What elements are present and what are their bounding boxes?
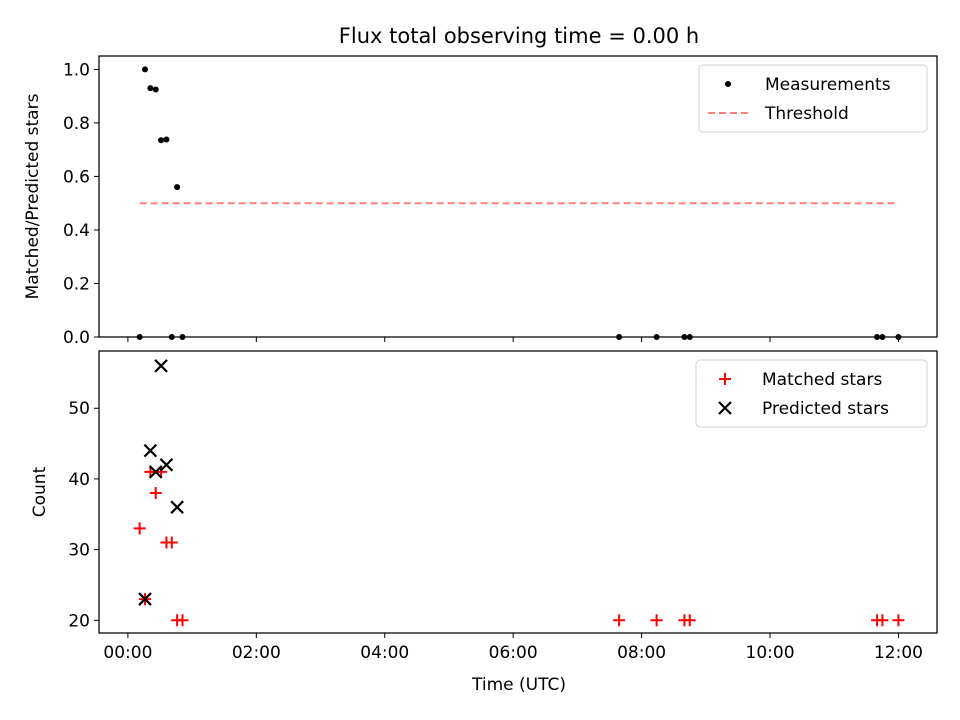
matched-star-marker [876,614,889,627]
x-axis-label: Time (UTC) [471,675,566,695]
y-tick-label: 30 [68,541,90,561]
legend-predicted-swatch [718,401,732,415]
y-tick-label: 1.0 [63,60,90,80]
y-tick-label: 0.4 [63,221,90,241]
x-tick-label: 10:00 [746,643,795,663]
x-tick-label: 08:00 [617,643,666,663]
matched-star-marker [613,614,626,627]
measurement-point [158,137,165,144]
y-tick-label: 50 [68,399,90,419]
x-tick-label: 04:00 [360,643,409,663]
matched-star-marker [165,536,178,549]
x-tick-label: 02:00 [232,643,281,663]
measurement-point [152,86,159,93]
y-axis-label: Matched/Predicted stars [23,93,43,299]
y-tick-label: 20 [68,611,90,631]
legend-box [698,64,928,133]
matched-star-marker [683,614,696,627]
axes-frame [98,55,938,338]
chart-title: Flux total observing time = 0.00 h [339,24,699,48]
matched-star-marker [650,614,663,627]
legend-box [695,359,928,428]
matched-star-marker [176,614,189,627]
y-axis-label: Count [30,466,50,517]
predicted-star-marker [148,465,163,479]
y-tick-label: 0.2 [63,274,90,294]
bottom-panel: 00:00 02:00 04:00 06:00 08:00 10:00 12:00 20 30 4… [30,350,938,663]
y-tick-label: 0.0 [63,328,90,348]
predicted-star-marker [154,359,168,373]
y-tick-label: 0.6 [63,167,90,187]
legend-label: Threshold [764,104,849,124]
x-tick-label: 12:00 [874,643,923,663]
matched-star-marker [892,614,905,627]
matched-star-marker [149,487,162,500]
axes-frame [98,350,938,634]
y-tick-label: 40 [68,470,90,490]
legend-matched-swatch [719,373,731,385]
matched-star-marker [133,522,146,535]
x-tick-label: 06:00 [489,643,538,663]
y-tick-label: 0.8 [63,114,90,134]
legend-label: Measurements [765,75,891,95]
measurement-point [163,136,170,143]
predicted-star-marker [170,500,184,514]
top-panel: 0.0 0.2 0.4 0.6 0.8 1.0 Matched/Predicted star… [23,55,938,348]
measurement-point [142,66,149,73]
predicted-star-marker [159,458,174,472]
legend: Measurements Threshold [698,64,928,133]
measurement-point [174,184,181,191]
x-tick-label: 00:00 [103,643,152,663]
predicted-star-marker [143,443,158,458]
legend-measurement-swatch [725,81,731,87]
legend-label: Predicted stars [762,399,889,419]
predicted-star-marker [138,592,152,606]
legend: Matched stars Predicted stars [695,359,928,428]
measurement-point [147,85,154,92]
legend-label: Matched stars [762,370,882,390]
